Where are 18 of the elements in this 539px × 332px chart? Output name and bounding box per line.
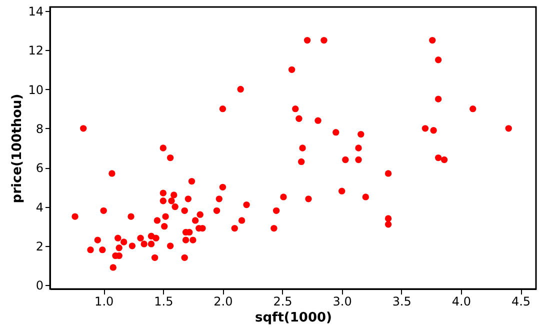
x-tick-label: 3.5 [392,294,412,308]
y-axis-title: price(100thou) [10,94,26,204]
x-tick-label: 4.0 [452,294,472,308]
x-axis-title: sqft(1000) [255,310,332,326]
x-tick-label: 3.0 [332,294,352,308]
x-tick-label: 1.5 [154,294,174,308]
y-tick-label: 4 [36,200,44,214]
x-tick-label: 4.5 [511,294,531,308]
x-tick-label: 1.0 [94,294,114,308]
y-tick-label: 2 [36,239,44,254]
y-tick-label: 8 [36,122,44,136]
x-tick-label: 2.5 [273,294,292,308]
x-tick-label: 2.0 [214,294,233,308]
y-tick-label: 0 [36,278,44,293]
y-tick-label: 12 [28,44,44,58]
y-tick-label: 10 [28,82,44,97]
y-tick-label: 6 [36,161,44,176]
y-tick-label: 14 [28,4,44,18]
